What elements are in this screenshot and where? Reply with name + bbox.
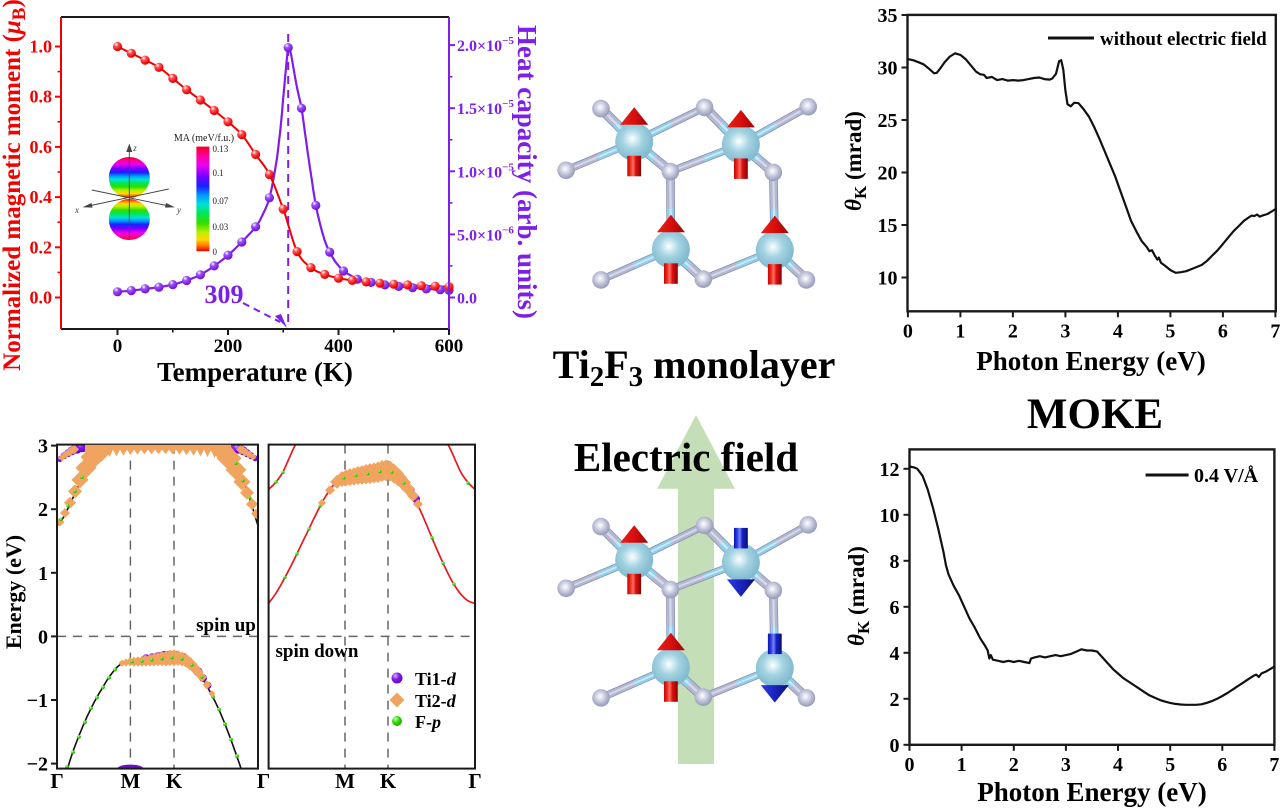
svg-text:4: 4 <box>890 643 900 665</box>
svg-text:−2: −2 <box>27 754 48 776</box>
svg-text:1.0×10−5: 1.0×10−5 <box>457 161 514 181</box>
svg-text:400: 400 <box>324 336 353 357</box>
svg-text:K: K <box>166 769 183 793</box>
svg-text:2: 2 <box>38 499 48 521</box>
svg-text:3: 3 <box>1060 320 1070 342</box>
svg-text:7: 7 <box>1270 320 1280 342</box>
svg-text:0: 0 <box>905 754 915 776</box>
svg-text:0.13: 0.13 <box>213 144 229 154</box>
svg-text:6: 6 <box>890 597 900 619</box>
svg-text:Heat capacity (arb. units): Heat capacity (arb. units) <box>512 25 542 319</box>
svg-text:Ti2F3 monolayer: Ti2F3 monolayer <box>553 342 836 393</box>
svg-text:spin up: spin up <box>196 615 256 636</box>
svg-text:4: 4 <box>1113 754 1123 776</box>
svg-text:Temperature (K): Temperature (K) <box>157 357 353 387</box>
svg-text:0: 0 <box>38 626 48 648</box>
svg-text:M: M <box>335 769 355 793</box>
svg-text:0: 0 <box>113 336 123 357</box>
svg-text:5: 5 <box>1165 320 1175 342</box>
svg-text:4: 4 <box>1113 320 1123 342</box>
svg-text:2: 2 <box>1009 754 1019 776</box>
svg-text:2: 2 <box>890 689 900 711</box>
svg-text:1: 1 <box>38 563 48 585</box>
svg-text:200: 200 <box>214 336 243 357</box>
svg-text:1.0: 1.0 <box>30 37 53 57</box>
svg-text:8: 8 <box>890 551 900 573</box>
svg-text:0.07: 0.07 <box>213 196 229 206</box>
svg-text:Energy (eV): Energy (eV) <box>1 535 26 649</box>
svg-text:12: 12 <box>880 459 900 481</box>
svg-text:0.4: 0.4 <box>30 187 53 207</box>
svg-text:Normalized magnetic moment (μB: Normalized magnetic moment (μB) <box>0 0 30 371</box>
svg-text:0.0: 0.0 <box>457 291 477 308</box>
svg-text:F-p: F-p <box>415 712 441 732</box>
svg-text:Γ: Γ <box>50 769 63 793</box>
svg-text:0: 0 <box>903 320 913 342</box>
svg-text:3: 3 <box>1061 754 1071 776</box>
svg-text:M: M <box>120 769 140 793</box>
svg-text:0.2: 0.2 <box>30 237 53 257</box>
svg-text:Ti1-d: Ti1-d <box>415 669 457 689</box>
svg-text:1.5×10−5: 1.5×10−5 <box>457 98 514 118</box>
svg-text:Γ: Γ <box>468 769 481 793</box>
svg-text:0.1: 0.1 <box>213 168 224 178</box>
svg-text:5.0×10−6: 5.0×10−6 <box>457 224 514 244</box>
svg-text:0.8: 0.8 <box>30 87 53 107</box>
svg-text:7: 7 <box>1269 754 1279 776</box>
svg-text:309: 309 <box>205 280 244 309</box>
svg-text:6: 6 <box>1218 320 1228 342</box>
svg-text:20: 20 <box>878 163 898 185</box>
svg-text:15: 15 <box>878 215 898 237</box>
svg-text:MA (meV/f.u.): MA (meV/f.u.) <box>174 133 234 144</box>
svg-text:35: 35 <box>878 5 898 27</box>
svg-text:1: 1 <box>955 320 965 342</box>
svg-text:Photon Energy (eV): Photon Energy (eV) <box>977 777 1206 807</box>
svg-text:600: 600 <box>435 336 464 357</box>
svg-text:30: 30 <box>878 58 898 80</box>
svg-text:5: 5 <box>1165 754 1175 776</box>
svg-text:0.6: 0.6 <box>30 137 53 157</box>
svg-text:0: 0 <box>213 247 218 257</box>
svg-text:y: y <box>176 205 181 215</box>
svg-text:2.0×10−5: 2.0×10−5 <box>457 35 514 55</box>
svg-text:10: 10 <box>880 505 900 527</box>
svg-text:1: 1 <box>957 754 967 776</box>
svg-text:Photon Energy (eV): Photon Energy (eV) <box>976 346 1205 376</box>
svg-text:x: x <box>74 205 79 215</box>
svg-text:25: 25 <box>878 110 898 132</box>
svg-text:−1: −1 <box>27 690 48 712</box>
svg-text:without electric field: without electric field <box>1100 29 1267 50</box>
svg-text:6: 6 <box>1217 754 1227 776</box>
svg-text:0: 0 <box>890 735 900 757</box>
svg-text:Γ: Γ <box>257 769 270 793</box>
svg-text:K: K <box>380 769 397 793</box>
svg-text:2: 2 <box>1008 320 1018 342</box>
svg-text:0.03: 0.03 <box>213 222 229 232</box>
svg-text:Electric field: Electric field <box>574 434 798 480</box>
svg-text:MOKE: MOKE <box>1027 391 1163 438</box>
svg-text:spin down: spin down <box>276 641 359 662</box>
svg-text:10: 10 <box>878 268 898 290</box>
svg-text:0.0: 0.0 <box>30 288 53 308</box>
svg-text:0.4 V/Å: 0.4 V/Å <box>1194 464 1259 487</box>
svg-text:3: 3 <box>38 436 48 458</box>
svg-text:z: z <box>132 143 137 153</box>
svg-text:Ti2-d: Ti2-d <box>415 691 457 711</box>
